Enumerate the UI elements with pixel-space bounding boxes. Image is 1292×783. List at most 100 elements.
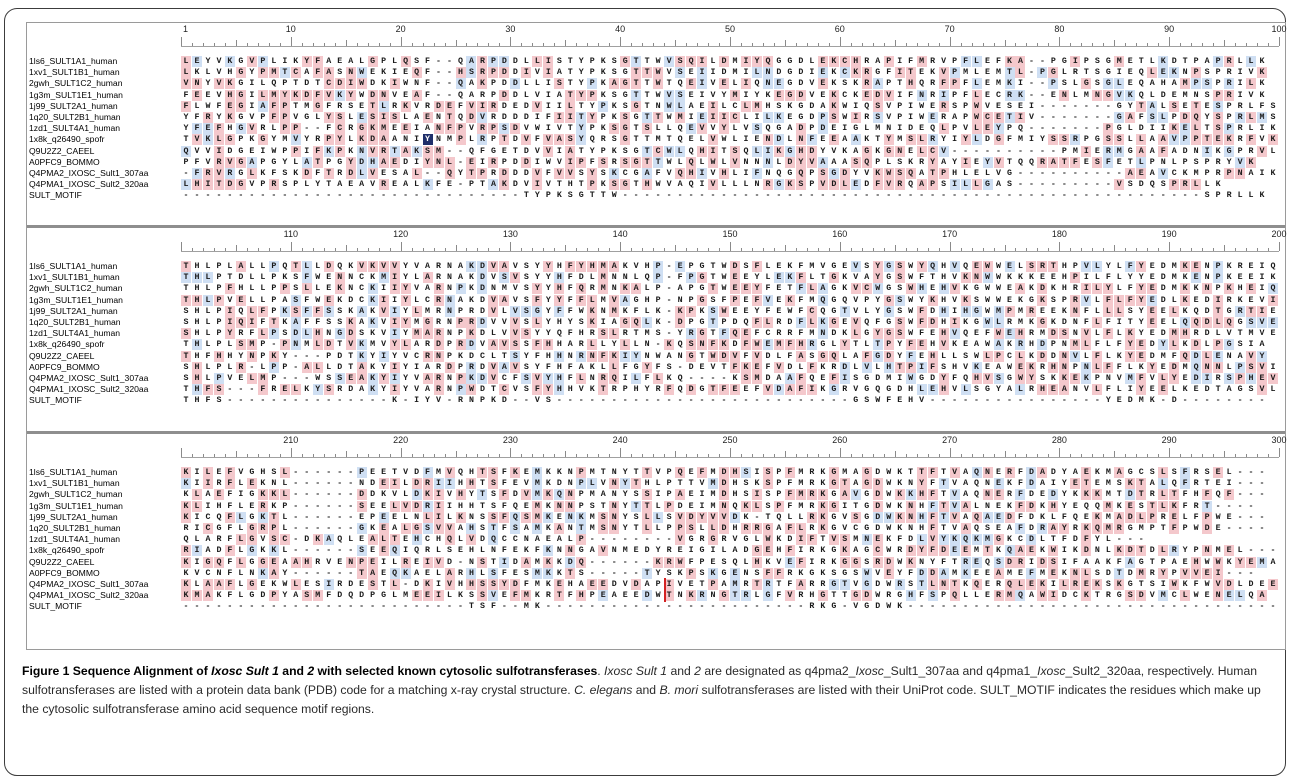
residue: - — [477, 190, 487, 201]
residue: S — [301, 590, 312, 602]
residue: V — [532, 168, 543, 179]
residue: - — [565, 601, 575, 612]
residue: S — [269, 467, 279, 478]
residue: S — [795, 179, 806, 191]
residue: L — [730, 179, 740, 190]
residue: D — [335, 590, 345, 601]
residue: Q — [730, 328, 740, 340]
residue: F — [906, 56, 916, 67]
residue: M — [730, 89, 740, 101]
residue: S — [488, 489, 498, 500]
residue: I — [664, 579, 675, 590]
residue: R — [214, 478, 224, 489]
residue: Q — [1169, 478, 1179, 489]
residue: - — [313, 190, 323, 201]
residue: N — [565, 478, 575, 489]
residue: Y — [423, 395, 433, 406]
residue: L — [1147, 56, 1157, 67]
residue: E — [598, 590, 609, 602]
residue: S — [499, 123, 510, 135]
residue: R — [1070, 579, 1081, 590]
residue: L — [631, 373, 642, 384]
residue: F — [1191, 512, 1201, 523]
residue: T — [719, 362, 729, 373]
residue: I — [477, 100, 488, 112]
residue: K — [1268, 168, 1278, 179]
ruler-tick — [1147, 43, 1149, 46]
residue: - — [269, 190, 279, 201]
residue: E — [773, 78, 784, 90]
residue: F — [456, 101, 466, 112]
residue: S — [521, 384, 531, 395]
residue: G — [785, 56, 795, 67]
residue: K — [587, 305, 598, 317]
residue: V — [851, 601, 861, 612]
residue: L — [280, 523, 290, 534]
residue: - — [620, 190, 630, 201]
residue: K — [872, 168, 883, 179]
residue: M — [620, 545, 630, 556]
residue: - — [335, 512, 345, 523]
residue: A — [785, 123, 795, 134]
residue: F — [565, 261, 576, 272]
residue: D — [499, 89, 510, 101]
ruler-tick — [1081, 248, 1083, 251]
residue: D — [302, 78, 312, 89]
residue: E — [367, 556, 378, 568]
residue: K — [576, 511, 587, 523]
residue: I — [192, 557, 202, 568]
residue: Y — [543, 306, 553, 317]
residue: M — [1213, 545, 1223, 556]
residue: W — [905, 373, 916, 384]
residue: L — [246, 305, 257, 317]
residue: I — [719, 112, 730, 123]
residue: K — [532, 590, 542, 601]
residue: P — [456, 306, 466, 317]
residue: - — [324, 395, 334, 406]
residue: I — [543, 78, 553, 89]
residue: Q — [576, 283, 587, 295]
residue: L — [378, 100, 389, 112]
residue: - — [291, 190, 301, 201]
residue: - — [1169, 190, 1179, 201]
residue: V — [1224, 328, 1234, 339]
residue: H — [719, 168, 730, 179]
residue: S — [181, 328, 191, 340]
residue: A — [456, 261, 466, 272]
residue: K — [367, 123, 378, 135]
residue: R — [609, 384, 619, 395]
residue: R — [894, 579, 905, 590]
residue: - — [994, 146, 1004, 157]
residue: E — [983, 56, 993, 67]
residue: S — [972, 384, 982, 395]
residue: W — [653, 351, 663, 362]
residue: K — [400, 100, 411, 112]
residue: S — [1213, 123, 1224, 135]
residue: K — [279, 305, 290, 317]
residue: V — [938, 145, 949, 157]
residue: G — [828, 467, 839, 478]
residue: V — [1257, 134, 1267, 145]
residue: L — [269, 123, 279, 134]
residue: K — [784, 294, 795, 306]
residue: - — [1059, 395, 1069, 406]
residue: T — [565, 567, 576, 579]
residue: V — [390, 90, 400, 101]
residue: - — [1257, 489, 1267, 500]
residue: A — [423, 384, 433, 395]
residue: L — [1092, 361, 1103, 373]
residue: N — [565, 511, 576, 523]
residue: - — [642, 395, 652, 406]
residue: F — [927, 361, 938, 373]
residue: N — [214, 568, 224, 579]
residue: M — [1114, 56, 1125, 67]
residue: P — [587, 67, 597, 78]
residue: T — [730, 590, 740, 602]
residue: I — [620, 350, 631, 362]
residue: L — [389, 579, 400, 590]
residue: E — [247, 146, 257, 157]
residue: D — [499, 78, 509, 89]
residue: D — [510, 67, 520, 78]
residue: P — [1213, 190, 1223, 201]
residue: P — [576, 467, 587, 478]
